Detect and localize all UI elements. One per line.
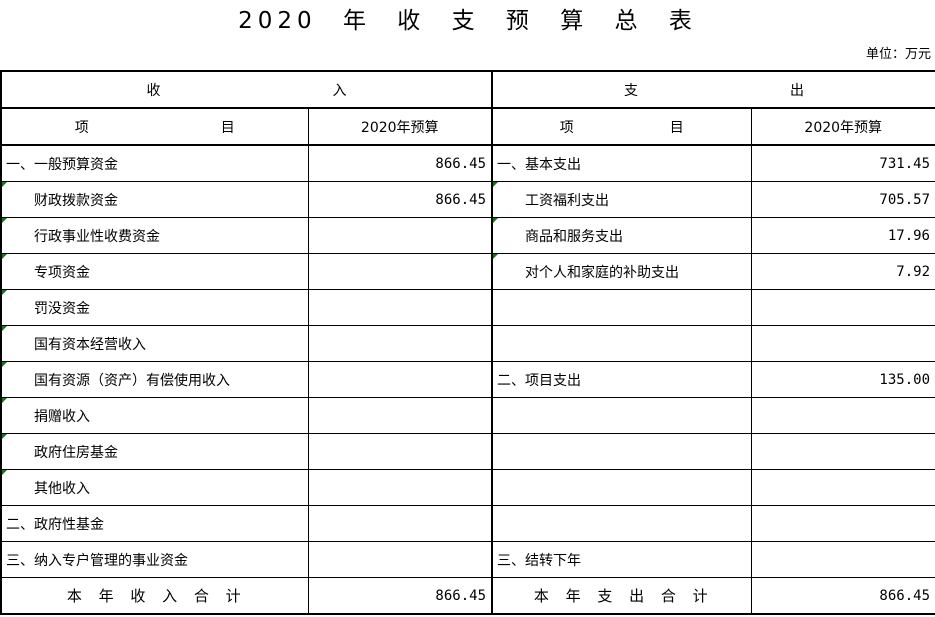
table-row: 政府住房基金 [0, 433, 935, 470]
income-section-header: 收 入 [0, 70, 493, 109]
table-row: 罚没资金 [0, 289, 935, 326]
income-item-label: 专项资金 [0, 253, 309, 290]
income-item-value [307, 289, 493, 326]
expense-item-value [750, 505, 935, 542]
cell-error-marker-icon [493, 254, 498, 259]
income-item-label: 其他收入 [0, 469, 309, 506]
expense-item-label: 二、项目支出 [491, 361, 752, 398]
income-item-value [307, 361, 493, 398]
income-item-label: 二、政府性基金 [0, 505, 309, 542]
expense-item-value: 7.92 [750, 253, 935, 290]
cell-error-marker-icon [2, 362, 7, 367]
income-item-label: 政府住房基金 [0, 433, 309, 470]
table-row: 专项资金 对个人和家庭的补助支出 7.92 [0, 253, 935, 290]
income-item-value: 866.45 [307, 144, 493, 182]
table-row: 三、纳入专户管理的事业资金 三、结转下年 [0, 541, 935, 578]
expense-item-label: 商品和服务支出 [491, 217, 752, 254]
expense-section-char2: 出 [790, 82, 804, 99]
table-row: 一、一般预算资金 866.45 一、基本支出 731.45 [0, 144, 935, 182]
expense-budget-column-header: 2020年预算 [750, 107, 935, 146]
income-item-label: 一、一般预算资金 [0, 144, 309, 182]
cell-error-marker-icon [2, 326, 7, 331]
cell-error-marker-icon [2, 470, 7, 475]
income-total-value: 866.45 [307, 577, 493, 615]
income-item-value [307, 541, 493, 578]
table-row: 捐赠收入 [0, 397, 935, 434]
expense-item-value: 17.96 [750, 217, 935, 254]
expense-item-value [750, 325, 935, 362]
expense-item-value [750, 541, 935, 578]
expense-item-label: 对个人和家庭的补助支出 [491, 253, 752, 290]
expense-item-value: 705.57 [750, 181, 935, 218]
expense-item-label: 工资福利支出 [491, 181, 752, 218]
expense-total-value: 866.45 [750, 577, 935, 615]
table-row: 国有资本经营收入 [0, 325, 935, 362]
table-row: 行政事业性收费资金 商品和服务支出 17.96 [0, 217, 935, 254]
expense-item-value [750, 397, 935, 434]
expense-section-header: 支 出 [491, 70, 935, 109]
table-row: 国有资源（资产）有偿使用收入 二、项目支出 135.00 [0, 361, 935, 398]
cell-error-marker-icon [2, 290, 7, 295]
income-section-char1: 收 [146, 82, 161, 99]
income-item-label: 国有资本经营收入 [0, 325, 309, 362]
income-item-value [307, 505, 493, 542]
expense-item-value: 135.00 [750, 361, 935, 398]
expense-item-label [491, 433, 752, 470]
income-section-char2: 入 [332, 82, 347, 99]
income-item-label: 国有资源（资产）有偿使用收入 [0, 361, 309, 398]
expense-item-label [491, 325, 752, 362]
budget-table: 收 入 支 出 项 目 2020年预算 项 目 2020年预算 一、 [0, 70, 935, 615]
income-item-value [307, 217, 493, 254]
income-item-value [307, 253, 493, 290]
cell-error-marker-icon [2, 218, 7, 223]
cell-error-marker-icon [493, 182, 498, 187]
income-item-label: 罚没资金 [0, 289, 309, 326]
cell-error-marker-icon [493, 218, 498, 223]
unit-label: 单位：万元 [865, 47, 931, 62]
table-row: 其他收入 [0, 469, 935, 506]
expense-section-char1: 支 [624, 82, 638, 99]
expense-item-value [750, 469, 935, 506]
income-item-value [307, 325, 493, 362]
expense-item-label [491, 505, 752, 542]
section-header-row: 收 入 支 出 [0, 70, 935, 109]
expense-item-label [491, 289, 752, 326]
table-row: 二、政府性基金 [0, 505, 935, 542]
income-total-label: 本 年 收 入 合 计 [0, 577, 309, 615]
cell-error-marker-icon [2, 398, 7, 403]
income-item-value [307, 397, 493, 434]
expense-item-value [750, 289, 935, 326]
expense-item-column-header: 项 目 [491, 107, 752, 146]
expense-item-label [491, 397, 752, 434]
income-item-label: 三、纳入专户管理的事业资金 [0, 541, 309, 578]
expense-item-value: 731.45 [750, 144, 935, 182]
income-item-value: 866.45 [307, 181, 493, 218]
income-item-label: 行政事业性收费资金 [0, 217, 309, 254]
expense-item-label: 一、基本支出 [491, 144, 752, 182]
income-item-label: 捐赠收入 [0, 397, 309, 434]
expense-item-label [491, 469, 752, 506]
income-item-label: 财政拨款资金 [0, 181, 309, 218]
cell-error-marker-icon [2, 182, 7, 187]
income-item-value [307, 433, 493, 470]
income-budget-column-header: 2020年预算 [307, 107, 493, 146]
expense-total-label: 本 年 支 出 合 计 [491, 577, 752, 615]
table-row: 财政拨款资金 866.45 工资福利支出 705.57 [0, 181, 935, 218]
page-title: 2020 年 收 支 预 算 总 表 [238, 8, 697, 34]
totals-row: 本 年 收 入 合 计 866.45 本 年 支 出 合 计 866.45 [0, 577, 935, 615]
column-header-row: 项 目 2020年预算 项 目 2020年预算 [0, 107, 935, 146]
expense-item-value [750, 433, 935, 470]
income-item-column-header: 项 目 [0, 107, 309, 146]
cell-error-marker-icon [2, 254, 7, 259]
cell-error-marker-icon [2, 434, 7, 439]
expense-item-label: 三、结转下年 [491, 541, 752, 578]
income-item-value [307, 469, 493, 506]
